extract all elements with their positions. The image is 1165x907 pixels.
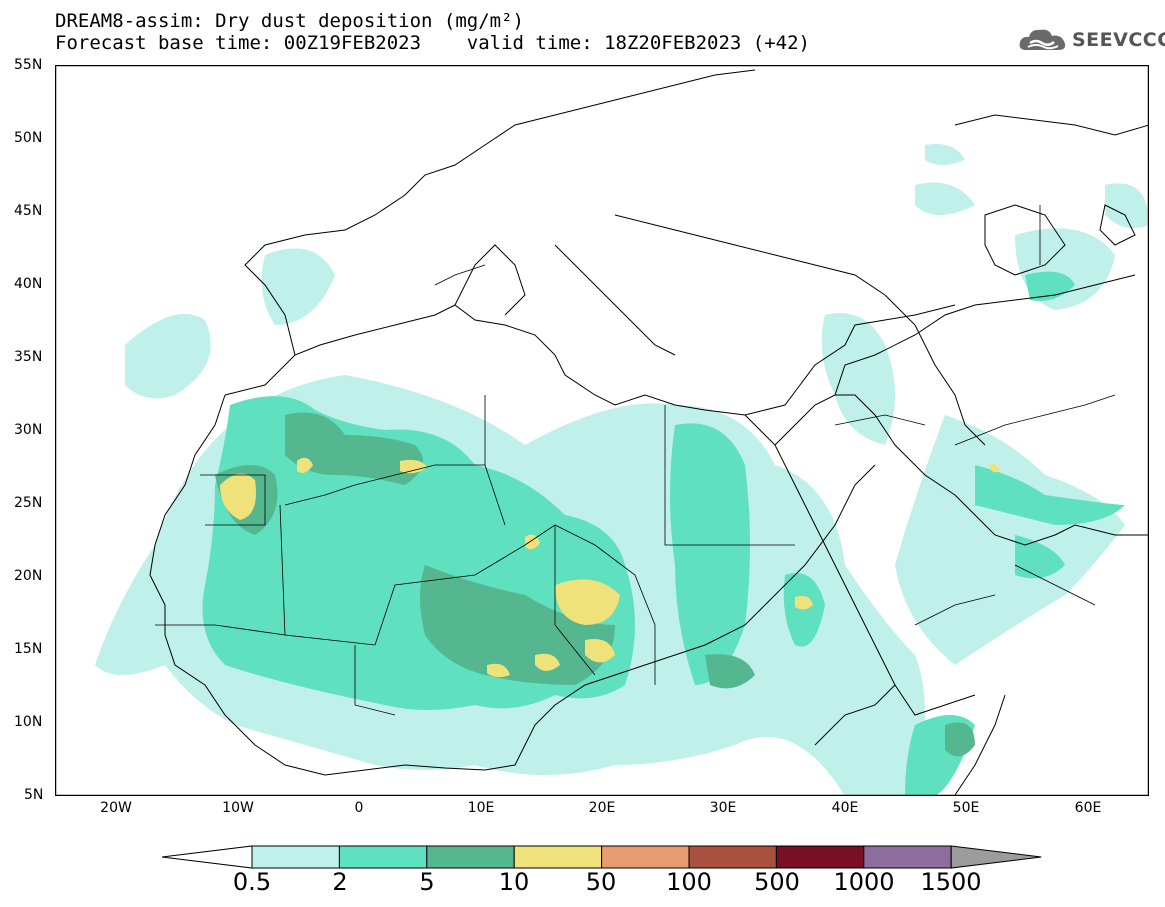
map-title: DREAM8-assim: Dry dust deposition (mg/m²… (55, 10, 524, 32)
lon-label: 20W (100, 800, 132, 816)
logo-text: SEEVCCC (1072, 29, 1165, 51)
lat-label: 40N (14, 276, 43, 292)
lon-label: 40E (831, 800, 859, 816)
lat-label: 5N (24, 787, 44, 803)
lat-label: 30N (14, 422, 43, 438)
colorbar-label: 500 (754, 868, 800, 896)
map-subtitle: Forecast base time: 00Z19FEB2023 valid t… (55, 32, 810, 54)
colorbar-label: 1000 (833, 868, 895, 896)
lat-label: 45N (14, 203, 43, 219)
colorbar-cell (426, 845, 515, 869)
colorbar-cell (251, 845, 340, 869)
cloud-icon (1019, 29, 1066, 50)
lat-label: 55N (14, 57, 43, 73)
colorbar-cell (513, 845, 603, 869)
colorbar-label: 50 (585, 868, 617, 896)
colorbar-cell (161, 845, 253, 869)
colorbar (161, 845, 1042, 869)
seevccc-logo: SEEVCCC (1018, 26, 1165, 54)
colorbar-label: 100 (666, 868, 712, 896)
lon-label: 50E (952, 800, 980, 816)
colorbar-label: 2 (332, 868, 348, 896)
colorbar-cell (601, 845, 690, 869)
map-frame (55, 65, 1149, 796)
lon-label: 0 (354, 800, 364, 816)
colorbar-cell (338, 845, 428, 869)
lon-label: 20E (588, 800, 616, 816)
dust-map (55, 65, 1149, 796)
lon-label: 10W (222, 800, 254, 816)
colorbar-cell (775, 845, 865, 869)
country-borders (155, 205, 1116, 716)
dust-contours-yellow (220, 457, 1000, 678)
lon-label: 60E (1074, 800, 1102, 816)
coastlines (149, 69, 1149, 796)
dust-contours-dark (215, 412, 975, 757)
lat-label: 25N (14, 495, 43, 511)
colorbar-cell (863, 845, 952, 869)
lat-label: 35N (14, 349, 43, 365)
colorbar-label: 1500 (920, 868, 982, 896)
colorbar-label: 10 (498, 868, 530, 896)
lon-label: 30E (709, 800, 737, 816)
lat-label: 15N (14, 641, 43, 657)
lat-label: 50N (14, 130, 43, 146)
lon-label: 10E (467, 800, 495, 816)
colorbar-cell (688, 845, 777, 869)
colorbar-cell (950, 845, 1042, 869)
colorbar-label: 0.5 (232, 868, 272, 896)
lat-label: 10N (14, 714, 43, 730)
lat-label: 20N (14, 568, 43, 584)
colorbar-label: 5 (419, 868, 435, 896)
